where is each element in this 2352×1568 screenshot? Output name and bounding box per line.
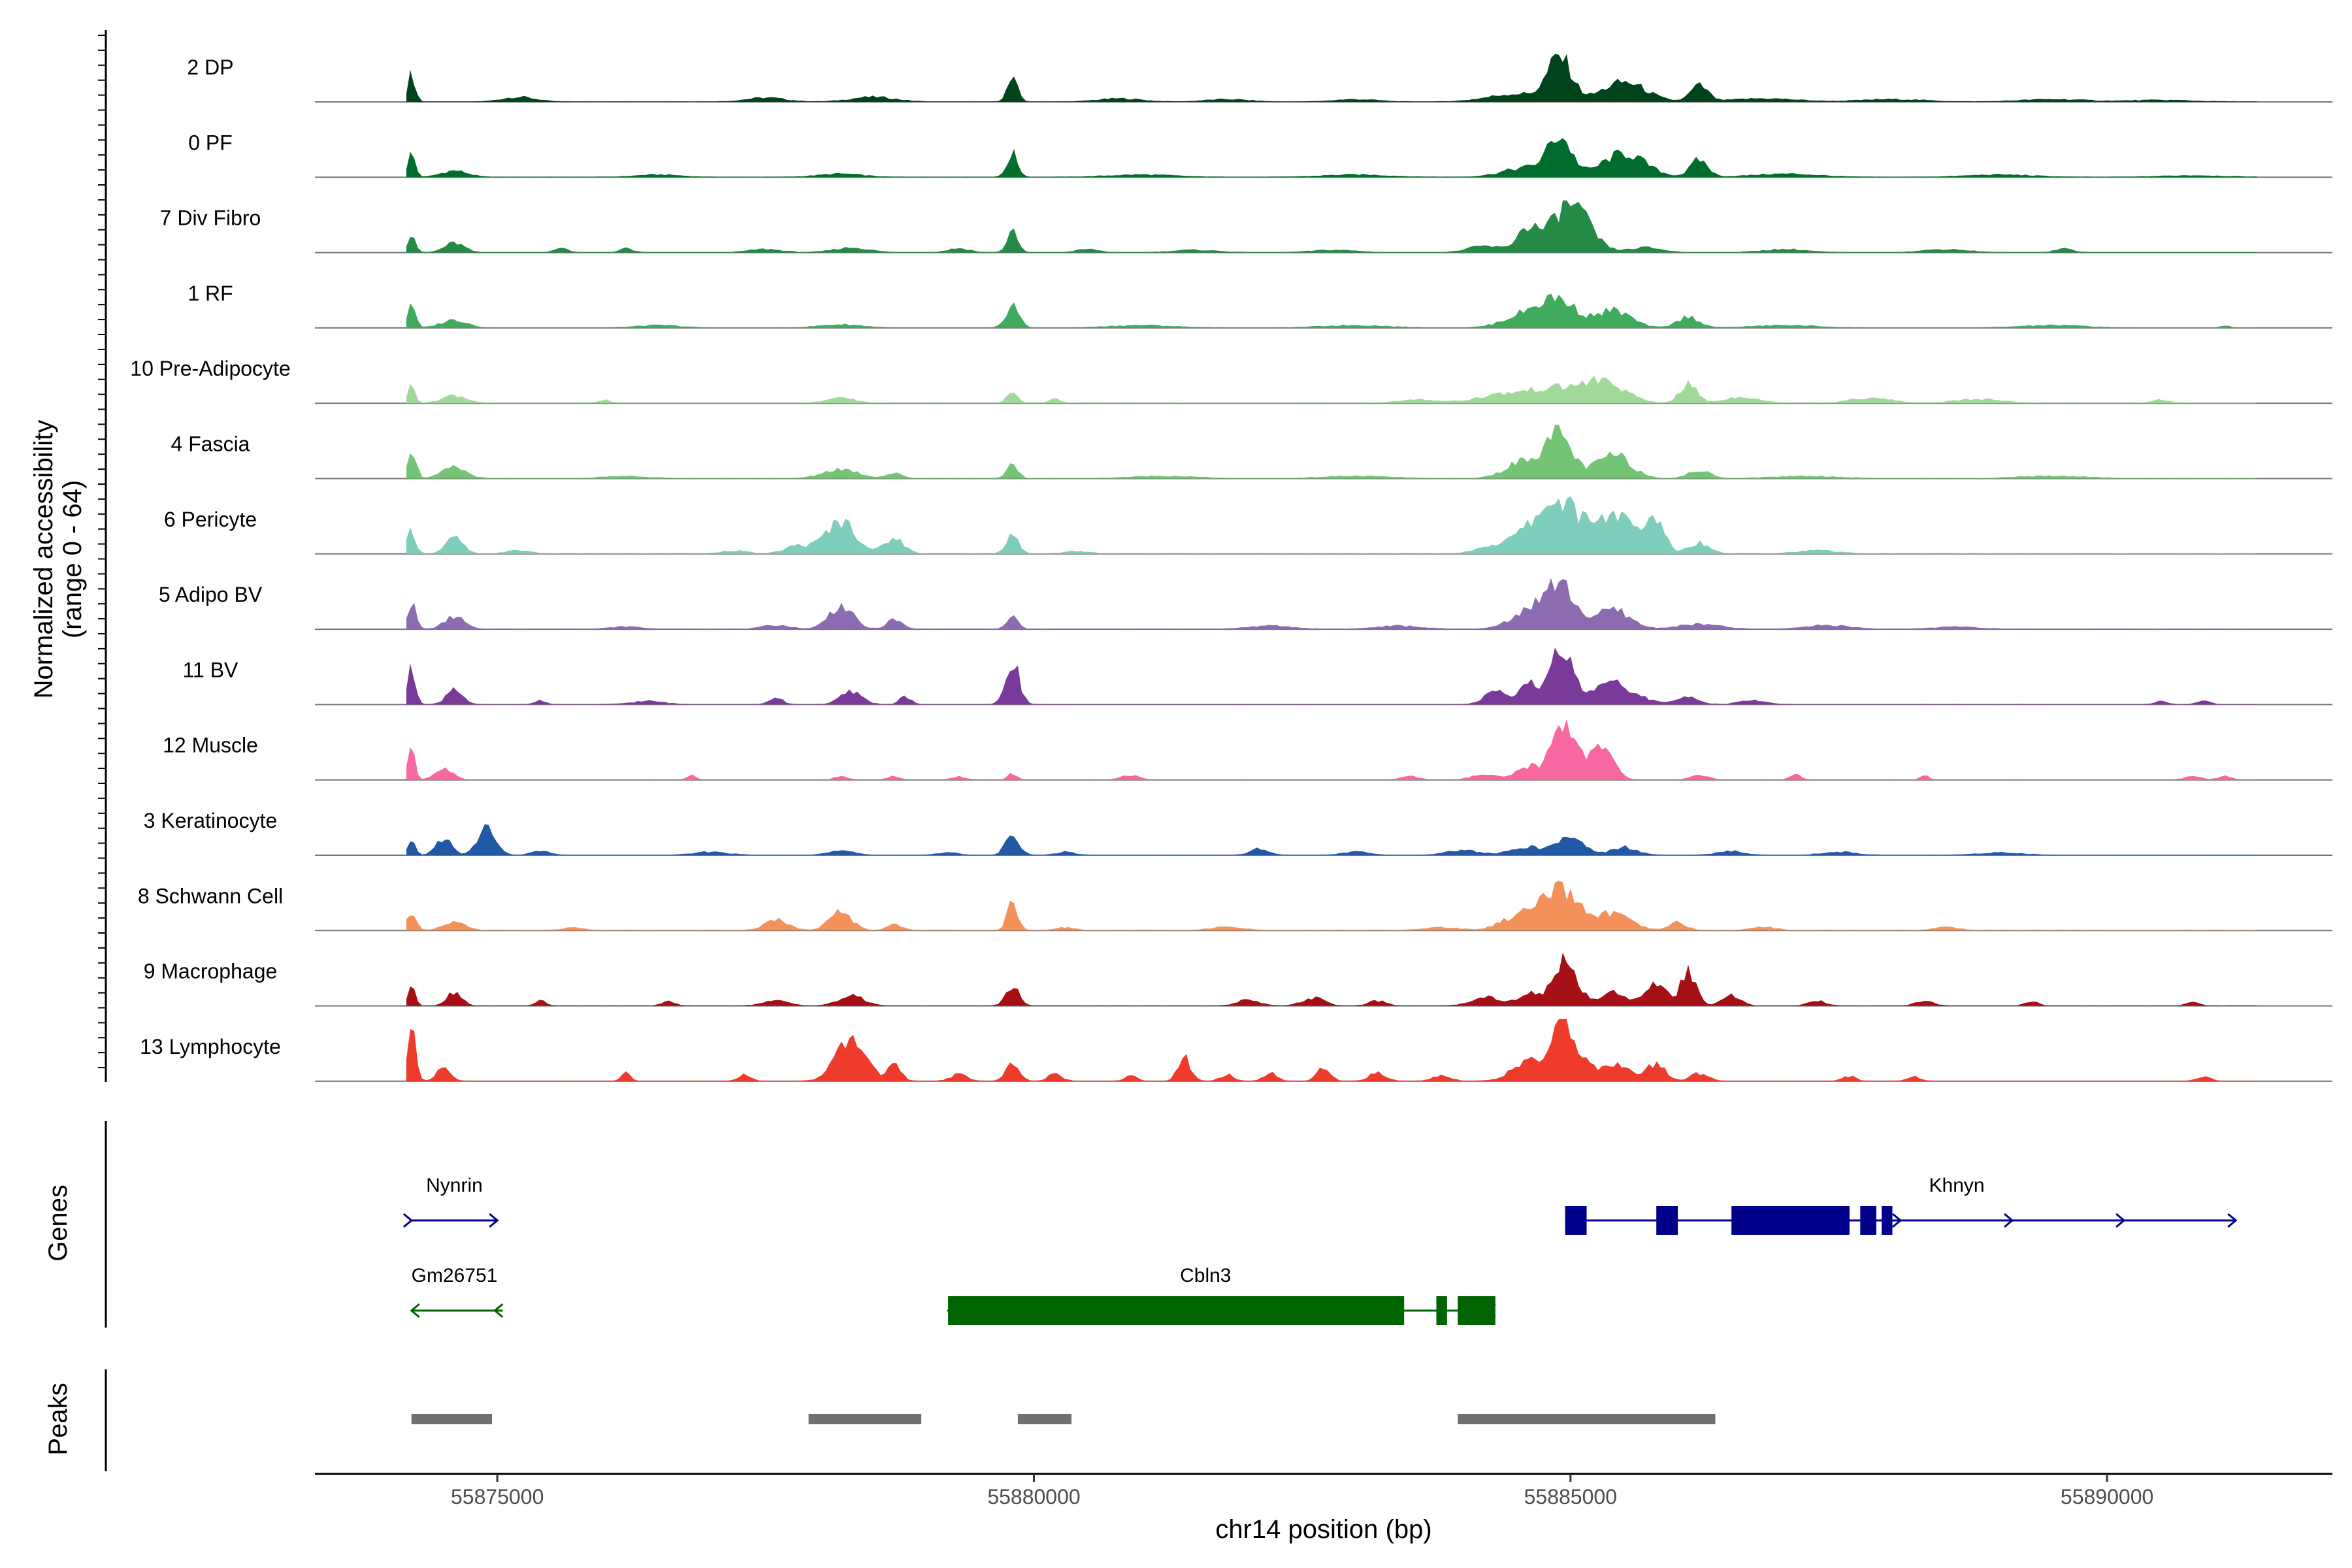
exon — [1882, 1206, 1893, 1235]
exon — [1458, 1296, 1495, 1325]
track-label: 12 Muscle — [163, 734, 258, 757]
gene-gm26751: Gm26751 — [410, 1265, 504, 1318]
coverage-area — [406, 1019, 2257, 1081]
gene-label: Gm26751 — [412, 1265, 498, 1286]
exon — [948, 1296, 1405, 1325]
track-label: 5 Adipo BV — [159, 583, 263, 606]
x-axis-ticks: 55875000 55880000 55885000 55890000 — [451, 1474, 2153, 1509]
y-axis-title-line-1: Normalized accessibility — [29, 420, 58, 699]
x-tick-label: 55890000 — [2061, 1485, 2153, 1509]
peak-bar — [1017, 1414, 1071, 1424]
track-label: 8 Schwann Cell — [138, 884, 283, 907]
track-label: 1 RF — [188, 282, 233, 305]
track-label: 0 PF — [188, 131, 233, 154]
gene-annotations: Nynrin Khnyn Gm26751 Cbln3 — [402, 1175, 2238, 1325]
peak-regions — [411, 1414, 1716, 1424]
x-tick-label: 55880000 — [987, 1485, 1080, 1509]
track-5-adipo-bv: 5 Adipo BV — [159, 578, 2332, 630]
strand-arrow — [402, 1213, 414, 1228]
gene-nynrin: Nynrin — [402, 1175, 499, 1228]
gene-label: Cbln3 — [1180, 1265, 1231, 1286]
coverage-y-axis-ticks — [98, 35, 106, 1069]
track-8-schwann-cell: 8 Schwann Cell — [138, 881, 2332, 932]
track-2-dp: 2 DP — [187, 54, 2332, 103]
track-7-div-fibro: 7 Div Fibro — [160, 200, 2332, 253]
exon — [1656, 1206, 1678, 1235]
track-label: 9 Macrophage — [144, 960, 278, 983]
track-11-bv: 11 BV — [183, 647, 2332, 706]
strand-end-mark — [493, 1303, 504, 1318]
track-4-fascia: 4 Fascia — [171, 425, 2332, 480]
track-label: 3 Keratinocyte — [144, 809, 278, 832]
strand-arrow — [410, 1303, 420, 1318]
track-1-rf: 1 RF — [188, 282, 2332, 329]
strand-arrow — [2115, 1213, 2126, 1228]
strand-arrow — [1891, 1213, 1903, 1228]
exon — [1436, 1296, 1447, 1325]
gene-label: Nynrin — [426, 1175, 483, 1196]
track-3-keratinocyte: 3 Keratinocyte — [144, 809, 2332, 856]
track-12-muscle: 12 Muscle — [163, 719, 2332, 781]
track-label: 4 Fascia — [171, 433, 250, 456]
track-0-pf: 0 PF — [188, 131, 2332, 178]
peak-bar — [1458, 1414, 1716, 1424]
y-axis-title: Normalized accessibility (range 0 - 64) — [29, 420, 87, 699]
track-label: 6 Pericyte — [164, 508, 257, 531]
x-axis-title: chr14 position (bp) — [1215, 1515, 1431, 1544]
gene-cbln3: Cbln3 — [946, 1265, 1496, 1325]
track-label: 13 Lymphocyte — [140, 1035, 281, 1058]
peak-bar — [411, 1414, 492, 1424]
peak-bar — [808, 1414, 922, 1424]
track-label: 7 Div Fibro — [160, 206, 261, 230]
gene-khnyn: Khnyn — [1565, 1175, 2238, 1235]
x-tick-label: 55875000 — [451, 1485, 544, 1509]
track-label: 11 BV — [183, 658, 238, 681]
track-label: 10 Pre-Adipocyte — [130, 357, 290, 380]
strand-arrow — [2004, 1213, 2014, 1228]
exon — [1565, 1206, 1587, 1235]
strand-arrow — [489, 1213, 499, 1228]
exon — [1860, 1206, 1876, 1235]
track-10-pre-adipocyte: 10 Pre-Adipocyte — [130, 357, 2332, 404]
track-6-pericyte: 6 Pericyte — [164, 496, 2332, 555]
track-13-lymphocyte: 13 Lymphocyte — [140, 1019, 2332, 1082]
strand-arrow — [2227, 1213, 2238, 1228]
gene-label: Khnyn — [1929, 1175, 1985, 1196]
exon — [1731, 1206, 1850, 1235]
coverage-tracks: 2 DP 0 PF 7 Div Fibro 1 RF 10 Pre-Adipocyte 4… — [130, 54, 2332, 1082]
y-axis-title-line-2: (range 0 - 64) — [58, 480, 87, 638]
peaks-panel-label: Peaks — [44, 1382, 73, 1455]
genes-panel-label: Genes — [44, 1184, 73, 1262]
track-9-macrophage: 9 Macrophage — [144, 952, 2332, 1007]
x-tick-label: 55885000 — [1524, 1485, 1617, 1509]
track-label: 2 DP — [187, 56, 233, 79]
